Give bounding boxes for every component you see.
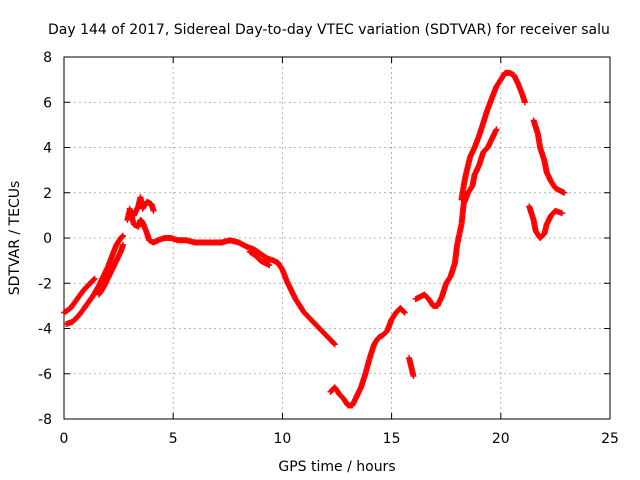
data-point: [119, 241, 126, 248]
y-tick-label: 8: [43, 50, 52, 66]
grid-lines: [64, 57, 610, 419]
data-point: [400, 308, 407, 315]
data-point: [561, 189, 568, 196]
x-tick-label: 20: [492, 431, 510, 447]
y-tick-label: 2: [43, 186, 52, 202]
sdtvar-series: [61, 69, 568, 409]
data-point: [90, 276, 97, 283]
x-tick-label: 25: [601, 431, 619, 447]
data-point: [119, 232, 126, 239]
x-tick-label: 15: [383, 431, 401, 447]
x-tick-label: 5: [169, 431, 178, 447]
data-point: [150, 207, 157, 214]
chart-title: Day 144 of 2017, Sidereal Day-to-day VTE…: [48, 22, 610, 38]
data-point: [331, 341, 338, 348]
data-point: [493, 126, 500, 133]
y-tick-label: -2: [38, 276, 52, 292]
data-point: [558, 210, 565, 217]
y-axis-label: SDTVAR / TECUs: [7, 181, 23, 296]
data-point: [401, 309, 408, 316]
x-tick-label: 10: [273, 431, 291, 447]
y-tick-label: 4: [43, 141, 52, 157]
data-point: [91, 275, 98, 282]
x-tick-label: 0: [60, 431, 69, 447]
data-point: [410, 373, 417, 380]
y-tick-label: 0: [43, 231, 52, 247]
data-point: [119, 233, 126, 240]
y-tick-label: -6: [38, 367, 52, 383]
data-point: [521, 99, 528, 106]
data-point: [330, 340, 337, 347]
y-tick-label: 6: [43, 95, 52, 111]
x-axis-label: GPS time / hours: [278, 459, 395, 475]
x-axis: 0 5 10 15 20 25: [60, 57, 619, 447]
y-tick-label: -4: [38, 322, 52, 338]
y-axis: -8 -6 -4 -2 0 2 4 6 8: [38, 50, 610, 428]
y-tick-label: -8: [38, 412, 52, 428]
data-point: [266, 262, 273, 269]
